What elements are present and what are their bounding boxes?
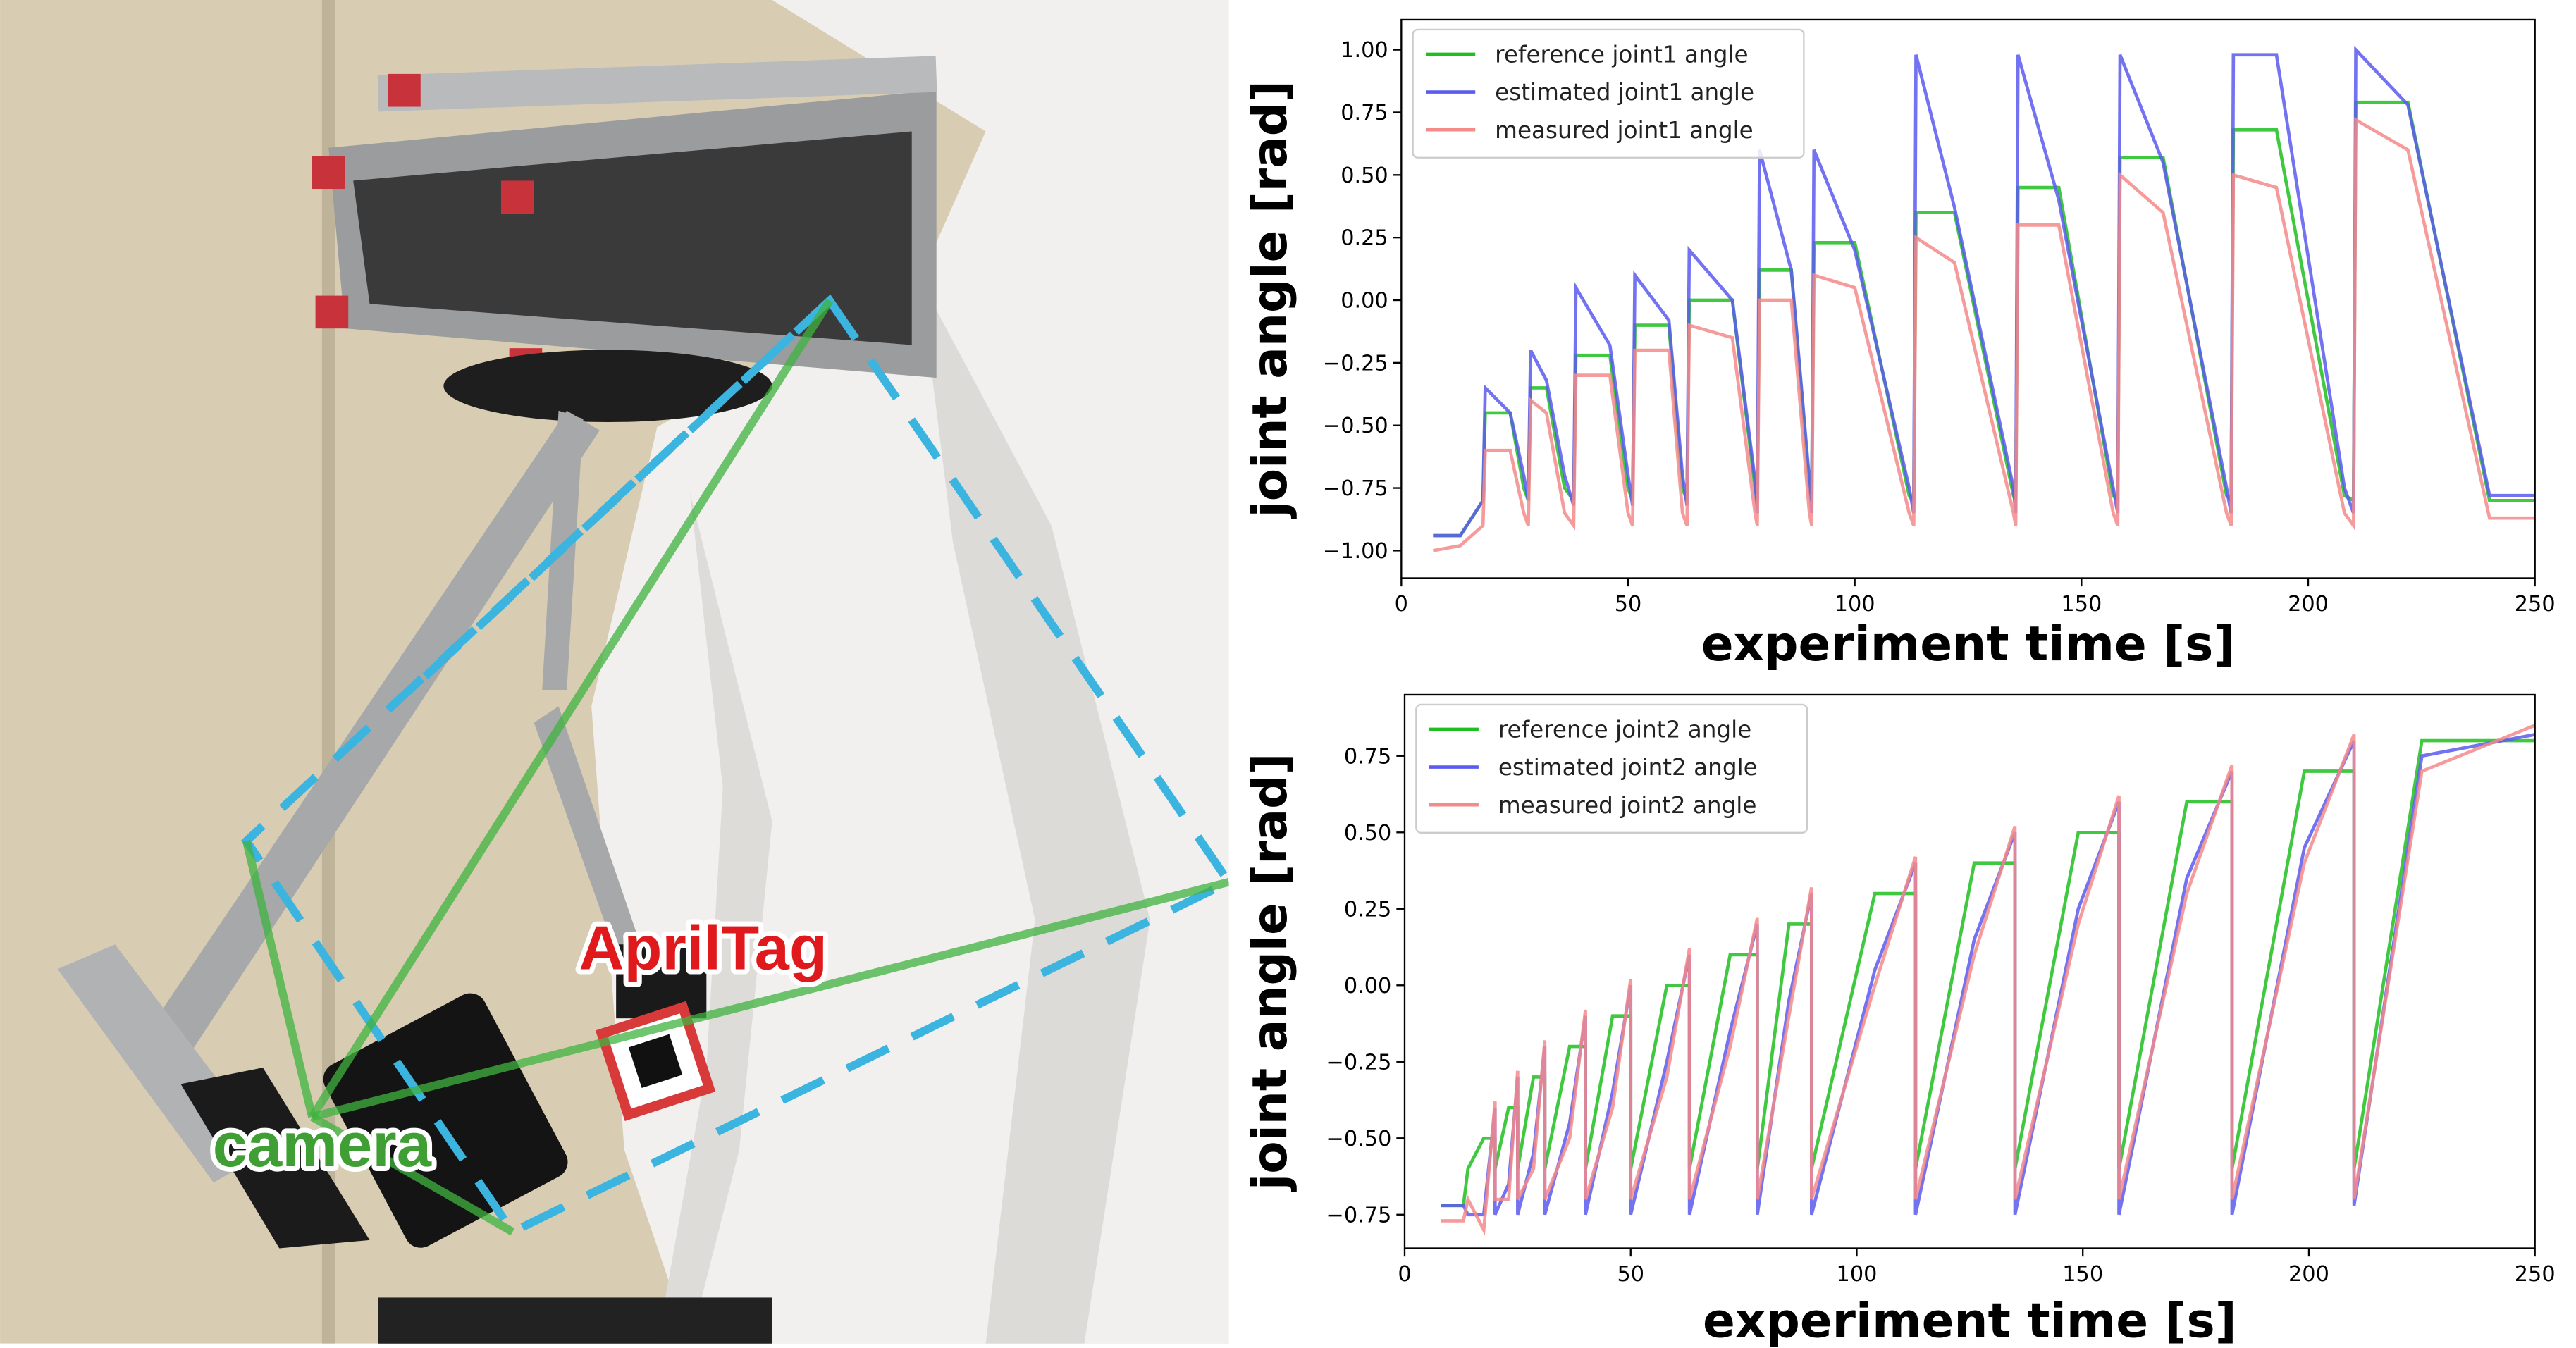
y-tick-label: −0.75 bbox=[1323, 476, 1388, 501]
y-axis-label: joint angle [rad] bbox=[1242, 753, 1298, 1192]
x-tick-label: 250 bbox=[2515, 592, 2556, 617]
frame-cap bbox=[315, 295, 349, 329]
ray bbox=[242, 840, 316, 1118]
y-tick-label: 0.25 bbox=[1344, 897, 1391, 922]
series-line bbox=[1441, 724, 2535, 1236]
legend-label: estimated joint2 angle bbox=[1498, 754, 1758, 781]
floor-object bbox=[378, 1297, 772, 1344]
chart: 0 50 100 150 200 250 −0.75 −0.50 −0.25 0.00 0.25 0.… bbox=[1242, 693, 2556, 1348]
x-tick-label: 200 bbox=[2288, 592, 2329, 617]
legend-box bbox=[1415, 703, 1808, 834]
frame-inner bbox=[353, 131, 912, 345]
apriltag-label: AprilTag bbox=[579, 913, 827, 982]
series-line bbox=[1432, 117, 2535, 552]
cloth-fold bbox=[920, 279, 1150, 1344]
y-tick-label: 0.75 bbox=[1344, 744, 1391, 769]
y-tick-label: 0.00 bbox=[1341, 288, 1388, 313]
y-tick-label: 0.75 bbox=[1341, 101, 1388, 125]
arm bbox=[140, 410, 600, 1068]
x-tick-label: 50 bbox=[1615, 592, 1642, 617]
ray bbox=[309, 298, 834, 1120]
legend-box bbox=[1412, 28, 1805, 159]
base bbox=[443, 350, 772, 423]
legend-label: reference joint1 angle bbox=[1495, 42, 1748, 68]
y-tick-label: 0.50 bbox=[1341, 163, 1388, 188]
x-tick-label: 100 bbox=[1837, 1262, 1878, 1287]
x-axis-label: experiment time [s] bbox=[1701, 616, 2236, 672]
camera-label: camera bbox=[213, 1110, 432, 1180]
y-tick-label: 0.00 bbox=[1344, 974, 1391, 998]
legend-label: estimated joint1 angle bbox=[1495, 79, 1754, 106]
cloth-fold bbox=[657, 493, 772, 1344]
y-tick-label: 0.50 bbox=[1344, 821, 1391, 846]
legend-label: measured joint2 angle bbox=[1498, 792, 1757, 819]
camera-rays bbox=[242, 298, 1229, 1236]
y-axis-label: joint angle [rad] bbox=[1242, 80, 1298, 519]
y-tick-label: −0.50 bbox=[1326, 1127, 1392, 1151]
x-tick-label: 250 bbox=[2515, 1262, 2556, 1287]
legend-label: reference joint2 angle bbox=[1498, 717, 1751, 743]
y-tick-label: −1.00 bbox=[1323, 539, 1388, 564]
axes-frame bbox=[1400, 18, 2536, 579]
frame-bar bbox=[377, 56, 937, 112]
x-tick-label: 0 bbox=[1395, 592, 1408, 617]
frame-cap bbox=[312, 156, 345, 190]
wall-seam bbox=[321, 0, 335, 1344]
camera-body bbox=[323, 993, 568, 1248]
ray bbox=[311, 878, 1229, 1121]
x-axis-label: experiment time [s] bbox=[1703, 1292, 2237, 1348]
x-tick-label: 0 bbox=[1398, 1262, 1411, 1287]
fov-outline bbox=[241, 294, 1229, 1237]
x-tick-label: 100 bbox=[1835, 592, 1875, 617]
camera-fov bbox=[241, 294, 1229, 1237]
photo: AprilTag camera bbox=[0, 0, 1229, 1344]
y-tick-label: 0.25 bbox=[1341, 226, 1388, 251]
y-tick-label: 1.00 bbox=[1341, 38, 1388, 63]
y-tick-label: −0.75 bbox=[1326, 1203, 1392, 1228]
apriltag-pattern bbox=[628, 1034, 683, 1088]
x-tick-label: 200 bbox=[2288, 1262, 2329, 1287]
axes-frame bbox=[1403, 693, 2536, 1249]
legend-label: measured joint1 angle bbox=[1495, 117, 1754, 144]
y-tick-label: −0.25 bbox=[1323, 351, 1388, 376]
series-line bbox=[1433, 45, 2535, 538]
fov-edge bbox=[407, 297, 833, 693]
y-tick-label: −0.50 bbox=[1323, 414, 1388, 438]
bracket bbox=[180, 1068, 370, 1249]
x-tick-label: 150 bbox=[2062, 1262, 2103, 1287]
arm bbox=[534, 706, 649, 977]
chart: 0 50 100 150 200 250 −1.00 −0.75 −0.50 −0.25 0.00 0… bbox=[1242, 18, 2556, 672]
x-tick-label: 50 bbox=[1617, 1262, 1644, 1287]
frame-cap bbox=[500, 180, 534, 214]
frame-cap bbox=[388, 73, 421, 107]
y-tick-label: −0.25 bbox=[1326, 1050, 1392, 1075]
x-tick-label: 150 bbox=[2061, 592, 2102, 617]
ray bbox=[310, 1113, 515, 1236]
tag-mount bbox=[616, 944, 707, 1019]
